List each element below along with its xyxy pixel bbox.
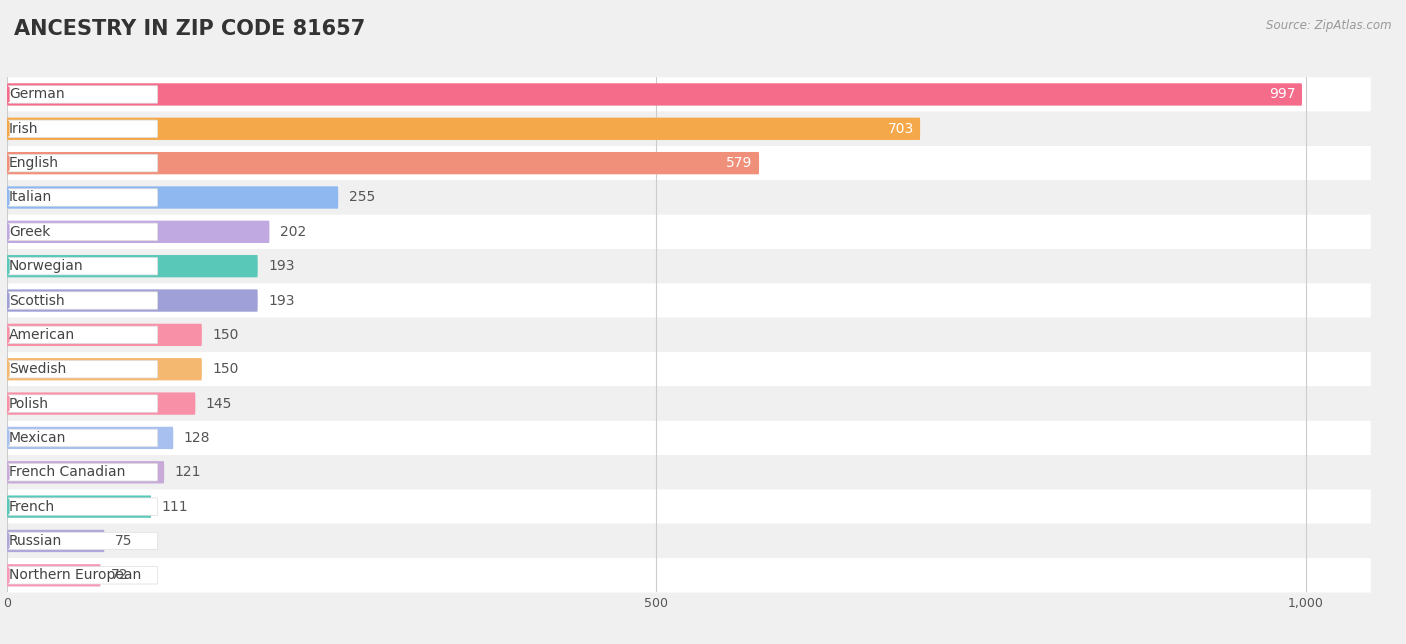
FancyBboxPatch shape [7, 289, 257, 312]
FancyBboxPatch shape [7, 77, 1371, 111]
FancyBboxPatch shape [8, 567, 157, 584]
Text: German: German [8, 88, 65, 102]
Text: Greek: Greek [8, 225, 51, 239]
FancyBboxPatch shape [7, 455, 1371, 489]
Text: Norwegian: Norwegian [8, 259, 83, 273]
Text: Mexican: Mexican [8, 431, 66, 445]
Text: 121: 121 [174, 465, 201, 479]
Text: French: French [8, 500, 55, 514]
Text: French Canadian: French Canadian [8, 465, 125, 479]
FancyBboxPatch shape [8, 223, 157, 241]
FancyBboxPatch shape [8, 395, 157, 412]
Text: 997: 997 [1270, 88, 1295, 102]
Text: 150: 150 [212, 328, 239, 342]
FancyBboxPatch shape [7, 317, 1371, 352]
Text: Irish: Irish [8, 122, 38, 136]
FancyBboxPatch shape [8, 292, 157, 309]
FancyBboxPatch shape [7, 524, 1371, 558]
FancyBboxPatch shape [7, 461, 165, 484]
FancyBboxPatch shape [7, 146, 1371, 180]
Text: 75: 75 [115, 534, 132, 548]
FancyBboxPatch shape [8, 258, 157, 275]
FancyBboxPatch shape [7, 255, 257, 278]
FancyBboxPatch shape [7, 283, 1371, 317]
Text: Italian: Italian [8, 191, 52, 205]
Text: American: American [8, 328, 75, 342]
FancyBboxPatch shape [7, 249, 1371, 283]
Text: 72: 72 [111, 568, 128, 582]
FancyBboxPatch shape [7, 111, 1371, 146]
FancyBboxPatch shape [8, 464, 157, 481]
FancyBboxPatch shape [8, 361, 157, 378]
FancyBboxPatch shape [8, 120, 157, 138]
FancyBboxPatch shape [8, 86, 157, 103]
FancyBboxPatch shape [7, 180, 1371, 214]
FancyBboxPatch shape [8, 429, 157, 447]
FancyBboxPatch shape [8, 189, 157, 206]
Text: 111: 111 [162, 500, 188, 514]
Text: 579: 579 [727, 156, 752, 170]
Text: ANCESTRY IN ZIP CODE 81657: ANCESTRY IN ZIP CODE 81657 [14, 19, 366, 39]
Text: Polish: Polish [8, 397, 49, 411]
FancyBboxPatch shape [7, 421, 1371, 455]
FancyBboxPatch shape [8, 326, 157, 344]
FancyBboxPatch shape [7, 427, 173, 449]
FancyBboxPatch shape [7, 118, 920, 140]
FancyBboxPatch shape [7, 83, 1302, 106]
FancyBboxPatch shape [8, 498, 157, 515]
Text: 128: 128 [184, 431, 209, 445]
FancyBboxPatch shape [7, 564, 101, 587]
Text: Swedish: Swedish [8, 362, 66, 376]
FancyBboxPatch shape [7, 352, 1371, 386]
Text: 193: 193 [269, 294, 295, 308]
FancyBboxPatch shape [8, 532, 157, 550]
FancyBboxPatch shape [7, 392, 195, 415]
FancyBboxPatch shape [7, 358, 202, 381]
FancyBboxPatch shape [7, 386, 1371, 421]
Text: 145: 145 [205, 397, 232, 411]
Text: 150: 150 [212, 362, 239, 376]
FancyBboxPatch shape [7, 186, 339, 209]
FancyBboxPatch shape [7, 221, 270, 243]
Text: 703: 703 [887, 122, 914, 136]
Text: Russian: Russian [8, 534, 62, 548]
FancyBboxPatch shape [7, 214, 1371, 249]
FancyBboxPatch shape [7, 558, 1371, 592]
Text: English: English [8, 156, 59, 170]
FancyBboxPatch shape [7, 152, 759, 175]
FancyBboxPatch shape [7, 324, 202, 346]
FancyBboxPatch shape [7, 530, 104, 552]
Text: 193: 193 [269, 259, 295, 273]
Text: 255: 255 [349, 191, 375, 205]
FancyBboxPatch shape [7, 495, 152, 518]
Text: Source: ZipAtlas.com: Source: ZipAtlas.com [1267, 19, 1392, 32]
FancyBboxPatch shape [8, 155, 157, 172]
Text: 202: 202 [280, 225, 307, 239]
Text: Northern European: Northern European [8, 568, 141, 582]
Text: Scottish: Scottish [8, 294, 65, 308]
FancyBboxPatch shape [7, 489, 1371, 524]
